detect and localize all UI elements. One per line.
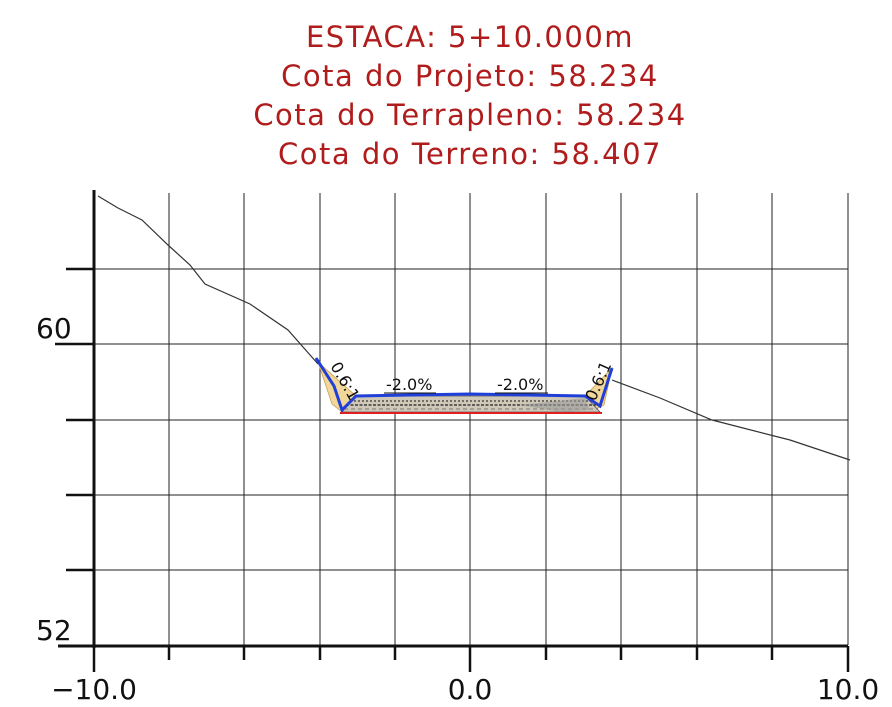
y-tick-label-52: 52	[36, 614, 72, 647]
x-tick-label-min: −10.0	[51, 673, 137, 706]
x-tick-label-zero: 0.0	[448, 673, 493, 706]
grid	[94, 193, 849, 645]
axis-labels: 60 52 −10.0 0.0 10.0	[36, 312, 879, 706]
terrain-line-left	[97, 195, 319, 365]
ground-elevation-label: Cota do Terreno: 58.407	[278, 137, 662, 171]
y-tick-label-60: 60	[36, 312, 72, 345]
station-header: ESTACA: 5+10.000m Cota do Projeto: 58.23…	[0, 18, 892, 174]
design-elevation-label: Cota do Projeto: 58.234	[281, 59, 659, 93]
x-tick-label-max: 10.0	[817, 673, 879, 706]
earthwork-elevation-label: Cota do Terrapleno: 58.234	[253, 98, 687, 132]
axes	[55, 190, 850, 672]
right-slope-ratio: 0.6:1	[581, 358, 615, 403]
road-section	[314, 357, 614, 414]
pavement-top-line	[314, 357, 614, 413]
terrain-line-right	[611, 379, 851, 461]
left-crossfall-label: -2.0%	[386, 375, 432, 394]
station-label: ESTACA: 5+10.000m	[305, 20, 635, 54]
base-course-gray	[520, 398, 590, 412]
terrain-profile	[97, 195, 851, 461]
right-crossfall-label: -2.0%	[497, 375, 543, 394]
